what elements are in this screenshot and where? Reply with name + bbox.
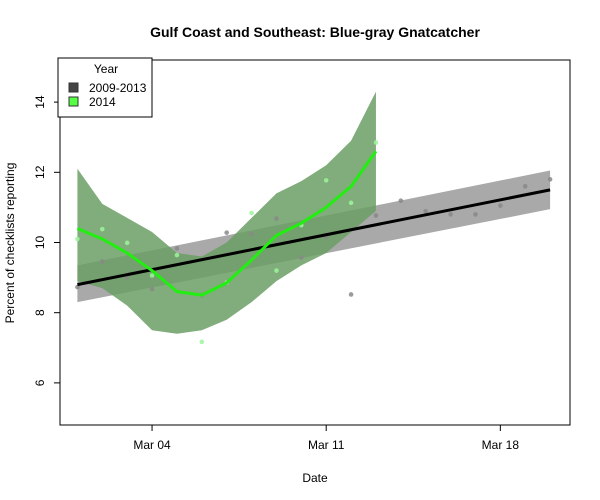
data-point-2014 xyxy=(199,339,205,345)
data-point-2009-2013 xyxy=(423,208,429,214)
data-point-2014 xyxy=(274,268,279,273)
data-point-2014 xyxy=(124,240,130,246)
y-tick-label: 12 xyxy=(33,165,47,179)
data-point-2014 xyxy=(373,140,379,145)
data-point-2009-2013 xyxy=(124,275,130,280)
x-axis-label: Date xyxy=(302,471,328,485)
x-tick-label: Mar 18 xyxy=(482,438,520,452)
confidence-band-2014 xyxy=(77,91,376,334)
legend-label: 2009-2013 xyxy=(89,81,147,95)
y-tick-label: 14 xyxy=(33,95,47,109)
data-point-2009-2013 xyxy=(224,230,229,235)
y-tick-label: 6 xyxy=(33,379,47,386)
data-point-2009-2013 xyxy=(75,284,80,290)
data-point-2009-2013 xyxy=(373,213,379,218)
data-point-2009-2013 xyxy=(174,246,180,251)
data-point-2014 xyxy=(174,252,180,258)
legend-swatch xyxy=(68,96,79,107)
trend-line-2009-2013 xyxy=(77,188,551,287)
data-point-2009-2013 xyxy=(522,184,528,189)
data-point-2009-2013 xyxy=(398,198,404,204)
x-tick-label: Mar 04 xyxy=(133,438,171,452)
data-point-2009-2013 xyxy=(249,231,254,237)
y-tick-label: 10 xyxy=(33,236,47,250)
data-point-2014 xyxy=(99,226,105,232)
data-point-2009-2013 xyxy=(348,292,354,297)
data-point-2014 xyxy=(75,236,80,242)
chart-title: Gulf Coast and Southeast: Blue-gray Gnat… xyxy=(150,24,480,40)
legend-label: 2014 xyxy=(89,95,116,109)
data-point-2014 xyxy=(348,200,354,206)
data-point-2014 xyxy=(249,210,254,216)
data-point-2009-2013 xyxy=(448,212,453,217)
legend-title: Year xyxy=(94,62,118,76)
legend-swatch xyxy=(68,82,79,93)
data-point-2014 xyxy=(323,178,329,183)
data-point-2009-2013 xyxy=(498,203,503,208)
data-point-2009-2013 xyxy=(473,212,478,217)
data-point-2009-2013 xyxy=(149,286,155,292)
x-tick-label: Mar 11 xyxy=(308,438,345,452)
trend-line-2014 xyxy=(76,150,378,297)
data-point-2009-2013 xyxy=(99,259,105,264)
data-point-2009-2013 xyxy=(274,216,279,221)
data-point-2009-2013 xyxy=(547,177,553,182)
y-tick-label: 8 xyxy=(33,309,47,316)
y-axis-label: Percent of checklists reporting xyxy=(3,163,17,324)
data-point-2009-2013 xyxy=(299,255,304,260)
data-point-2014 xyxy=(149,273,155,278)
